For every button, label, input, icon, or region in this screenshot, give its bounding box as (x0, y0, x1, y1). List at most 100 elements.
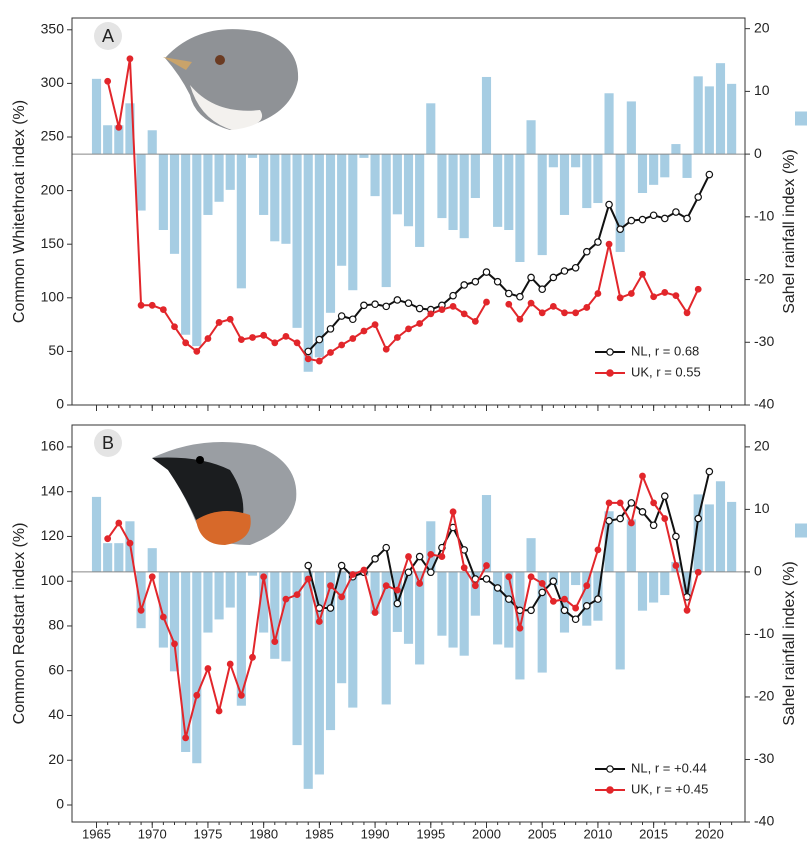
y-tick-label: 50 (48, 342, 64, 358)
series-marker (627, 216, 636, 225)
rainfall-bar (192, 154, 202, 347)
series-marker (483, 562, 490, 569)
series-marker (104, 77, 112, 85)
series-marker (204, 665, 212, 672)
series-marker (482, 575, 491, 583)
series-marker (538, 309, 546, 317)
rainfall-bar (158, 571, 168, 648)
series-marker (404, 299, 413, 307)
series-marker (672, 292, 680, 300)
rainfall-bar (281, 571, 291, 662)
series-marker (694, 514, 703, 523)
series-marker (594, 595, 602, 603)
rainfall-bar (325, 154, 336, 313)
series-marker (315, 618, 323, 625)
rainfall-bar (270, 571, 280, 659)
series-marker (148, 573, 156, 581)
y2-axis-label: Sahel rainfall index (%) (781, 149, 798, 314)
rainfall-bar (125, 103, 135, 155)
rainfall-bar (504, 571, 514, 648)
series-marker (705, 170, 714, 179)
y-tick-label: 40 (48, 706, 64, 722)
series-marker (650, 293, 658, 301)
series-marker (605, 240, 613, 248)
rainfall-bar (314, 154, 324, 358)
series-marker (237, 691, 245, 699)
y2-tick-label: -20 (754, 270, 774, 286)
y2-tick-label: 20 (754, 438, 770, 454)
series-marker (672, 208, 680, 216)
rainfall-bar (91, 496, 102, 572)
series-marker (405, 325, 412, 333)
series-marker (393, 334, 401, 341)
rainfall-bar (292, 154, 302, 328)
panel-badge (94, 22, 122, 50)
legend-marker (606, 765, 614, 773)
y-tick-label: 80 (48, 617, 64, 633)
y2-tick-label: -30 (754, 750, 774, 766)
rainfall-bar (660, 571, 670, 596)
series-marker (404, 568, 413, 577)
series-marker (415, 304, 424, 313)
series-marker (393, 296, 402, 304)
series-marker (493, 584, 502, 592)
rainfall-bar (325, 571, 336, 731)
rainfall-bar (114, 125, 124, 155)
rainfall-bar (403, 154, 414, 227)
rainfall-bar (147, 130, 157, 155)
rainfall-bar (236, 154, 246, 289)
series-marker (293, 591, 301, 599)
series-marker (639, 472, 646, 480)
series-marker (661, 289, 669, 296)
series-marker (304, 561, 313, 570)
series-marker (549, 273, 558, 282)
rainfall-bar (637, 154, 648, 193)
series-marker (326, 604, 335, 612)
series-marker (582, 247, 591, 256)
x-tick-label: 1980 (249, 826, 278, 841)
rainfall-bar (704, 504, 714, 572)
series-marker (382, 543, 391, 552)
rainfall-bar (448, 154, 458, 231)
x-tick-label: 1975 (193, 826, 222, 841)
series-marker (249, 653, 256, 661)
panel-badge (94, 429, 122, 457)
series-marker (449, 508, 457, 516)
y-tick-label: 250 (41, 128, 65, 144)
y-tick-label: 0 (56, 796, 64, 812)
rainfall-bar (247, 154, 258, 158)
rainfall-bar (225, 154, 235, 190)
rainfall-bar (236, 571, 246, 706)
y-axis-label: Common Redstart index (%) (11, 523, 28, 725)
series-marker (171, 323, 178, 331)
series-marker (649, 521, 658, 530)
rainfall-bar (582, 571, 592, 626)
series-marker (182, 339, 190, 347)
legend-marker (606, 369, 614, 377)
series-marker (661, 515, 669, 522)
rainfall-bar (103, 543, 113, 572)
x-tick-label: 1995 (416, 826, 445, 841)
series-marker (582, 602, 591, 610)
series-marker (694, 568, 702, 576)
y2-tick-label: 10 (754, 500, 770, 516)
series-marker (382, 345, 390, 353)
rainfall-bar (470, 571, 480, 616)
rainfall-bar (147, 548, 157, 572)
series-marker (549, 597, 557, 605)
series-marker (694, 193, 703, 201)
x-tick-label: 1965 (82, 826, 111, 841)
rainfall-bar (481, 76, 492, 155)
series-marker (182, 734, 190, 742)
series-marker (627, 519, 635, 527)
series-marker (159, 613, 167, 621)
rainfall-bar (515, 154, 525, 262)
series-marker (616, 514, 625, 523)
series-marker (483, 298, 490, 306)
x-tick-label: 2005 (528, 826, 557, 841)
rainfall-bar (158, 154, 168, 231)
series-marker (293, 339, 301, 347)
rainfall-bar (259, 154, 269, 215)
series-marker (327, 349, 334, 356)
x-tick-label: 2000 (472, 826, 501, 841)
